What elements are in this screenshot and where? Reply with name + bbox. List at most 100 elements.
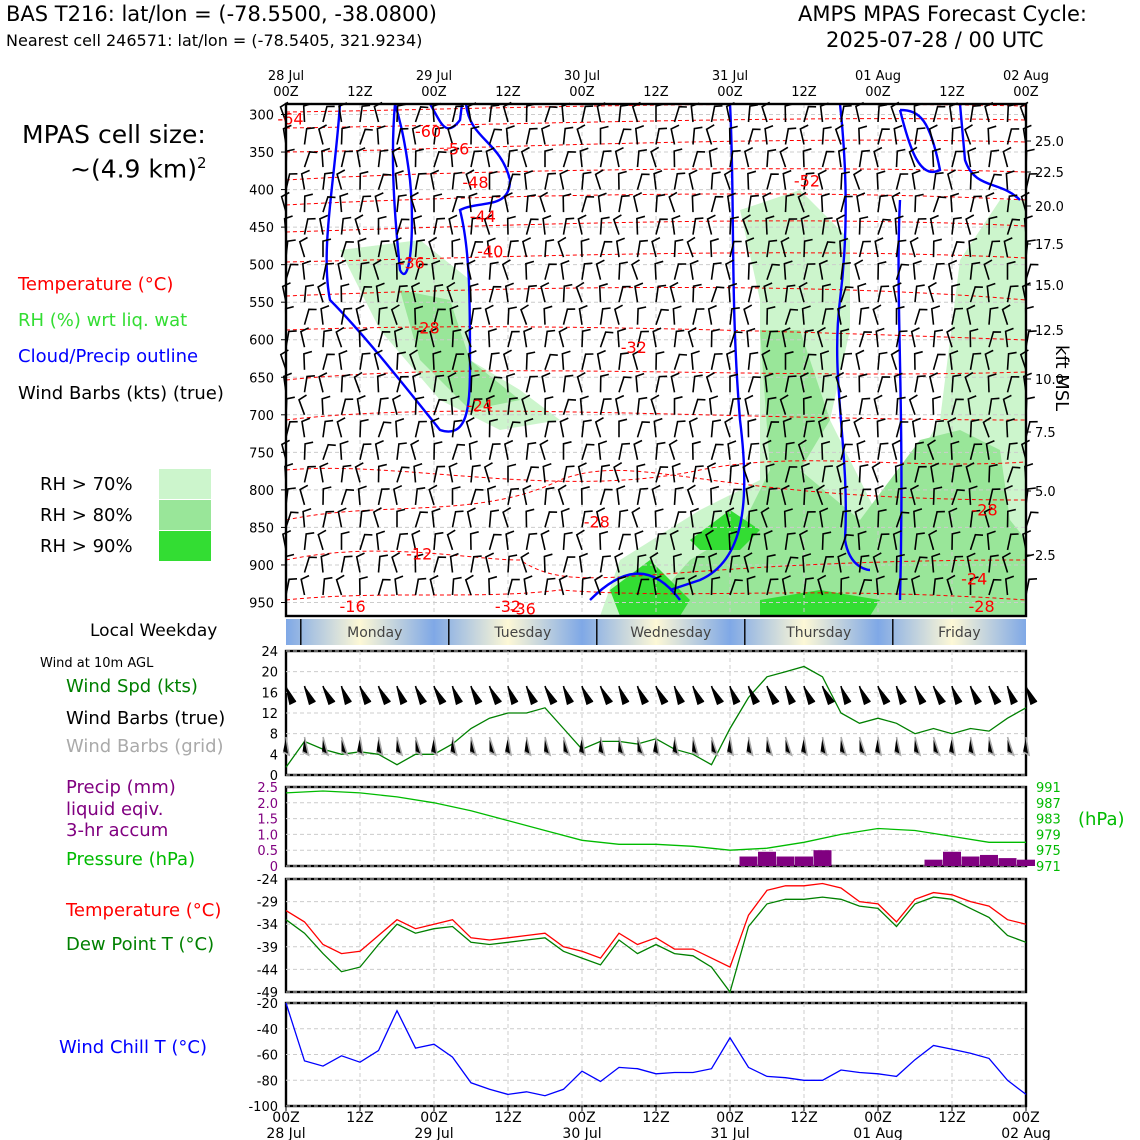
wind-barb [877, 376, 891, 393]
wind-barb [488, 261, 499, 280]
wind-barb [636, 736, 645, 757]
wind-barb [985, 439, 995, 460]
wind-barb [613, 462, 623, 483]
wind-barb [747, 376, 761, 393]
wind-barb [507, 330, 520, 348]
wind-barb [359, 685, 372, 706]
wind-barb [636, 463, 646, 483]
wind-barb [559, 417, 569, 438]
wind-barb [414, 396, 425, 415]
pressure-tick-label: 971 [1036, 860, 1061, 875]
wind-barb [433, 284, 444, 303]
wind-barb [840, 104, 852, 123]
wind-barb [765, 736, 774, 757]
wind-barb [544, 263, 557, 280]
wind-barb [377, 554, 389, 573]
wind-barb [451, 171, 463, 190]
cycle-time: 2025-07-28 / 00 UTC [826, 28, 1044, 52]
wind-barb [927, 281, 937, 303]
wind-barb [523, 327, 533, 348]
wind-barb [988, 173, 1002, 190]
wind-barb [766, 421, 780, 438]
wind-barb [837, 147, 847, 168]
wind-barb [951, 216, 962, 235]
wind-barb [302, 736, 310, 757]
wind-barb [706, 214, 716, 235]
wind-barb [951, 241, 965, 258]
wind-barb [303, 556, 317, 573]
wind-barb [428, 484, 438, 506]
wind-barb [428, 236, 438, 258]
wind-barb [562, 217, 575, 235]
cell-size-value: ~(4.9 km) [70, 154, 197, 184]
wind-barb [877, 194, 889, 213]
wind-barb [618, 509, 629, 528]
wind-barb [673, 577, 685, 596]
wind-barb [542, 214, 552, 235]
wind-barb [285, 396, 295, 415]
wind-barb [429, 327, 439, 348]
wind-barb [543, 305, 553, 325]
wind-barb [969, 685, 982, 706]
wind-barb [464, 574, 474, 596]
wind-barb [913, 350, 923, 370]
wind-barb [669, 281, 679, 303]
wind-barb [1025, 578, 1038, 596]
wind-barb [322, 329, 333, 348]
wind-barb [391, 146, 401, 168]
wind-barb [450, 395, 460, 415]
temperature-contour-label: -60 [415, 122, 441, 141]
wind-barb [673, 329, 685, 348]
wind-barb [394, 575, 404, 596]
wind-barb [987, 125, 997, 145]
wind-barb [766, 263, 780, 280]
wind-barb [655, 308, 669, 325]
temperature-contour-label: -24 [467, 396, 493, 415]
pressure-tick-label: 650 [249, 371, 274, 386]
wind-barb [821, 398, 835, 416]
wind-barb [599, 240, 613, 258]
wind-barb [891, 191, 901, 213]
wind-barb [356, 147, 366, 168]
wind-barb [506, 372, 516, 393]
wind-barbs-grid-label: Wind Barbs (grid) [66, 736, 224, 757]
wind-barb [594, 574, 603, 596]
wind-barb [969, 286, 983, 303]
wind-barb [614, 552, 624, 573]
pressure-label: Pressure (hPa) [66, 849, 196, 870]
wind-barb [451, 685, 463, 706]
wind-barb [581, 353, 594, 370]
wind-barb [469, 736, 478, 757]
pressure-tick-label: 750 [249, 446, 274, 461]
wind-barb [819, 350, 830, 370]
wind-barb [322, 486, 332, 505]
wind-barb [817, 417, 828, 438]
wind-barb [298, 394, 307, 416]
temperature-contour-label: -48 [462, 173, 488, 192]
wind-barb [614, 146, 624, 168]
wind-barb [299, 327, 310, 348]
precip-bar [924, 859, 943, 866]
pressure-tick-label: 400 [249, 184, 274, 199]
wind-barb [987, 373, 997, 393]
wind-barb [558, 574, 568, 596]
wind-barb [487, 328, 497, 348]
kft-tick-label: 20.0 [1035, 200, 1064, 215]
wind-barb [728, 530, 738, 550]
wind-barb [322, 576, 333, 596]
temperature-contour-label: -36 [510, 599, 536, 618]
wind-barb [390, 304, 400, 325]
temperature-contour-7 [285, 286, 1027, 301]
wind-barb [987, 736, 996, 757]
wind-barb [692, 283, 702, 303]
wind-speed-tick-label: 20 [261, 666, 278, 681]
wind-barb [784, 466, 798, 483]
wind-barb [636, 149, 648, 168]
wind-barb [505, 125, 515, 145]
wind-barb [877, 218, 891, 235]
temperature-tick-label: -44 [257, 963, 278, 978]
wind-barb [488, 285, 502, 303]
wind-barb [322, 419, 334, 438]
wind-barb [655, 466, 669, 483]
wind-barb [618, 104, 629, 123]
